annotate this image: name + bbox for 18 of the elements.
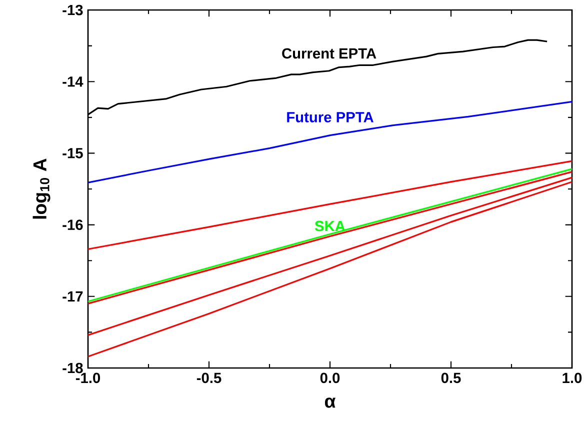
y-tick-label: -13 xyxy=(62,4,83,16)
y-tick-label: -15 xyxy=(62,148,83,158)
x-tick-label: -1.0 xyxy=(76,372,100,384)
line-series xyxy=(88,160,572,250)
y-tick-label: -18 xyxy=(62,362,83,374)
x-tick-label: 1.0 xyxy=(562,372,582,384)
x-axis-title: α xyxy=(324,398,336,408)
y-axis-title: log$_{10}$ A xyxy=(32,158,50,219)
x-tick-label: 0.0 xyxy=(320,372,340,384)
series-label: SKA xyxy=(314,220,346,232)
series-label: Future PPTA xyxy=(287,112,374,122)
y-tick-label: -14 xyxy=(62,76,84,87)
x-tick-label: 0.5 xyxy=(441,372,461,384)
series-label: Current EPTA xyxy=(282,48,376,59)
y-tick-label: -16 xyxy=(62,220,83,230)
line-series xyxy=(88,100,572,184)
y-tick-label: -17 xyxy=(62,291,83,302)
x-tick-label: -0.5 xyxy=(196,372,222,384)
